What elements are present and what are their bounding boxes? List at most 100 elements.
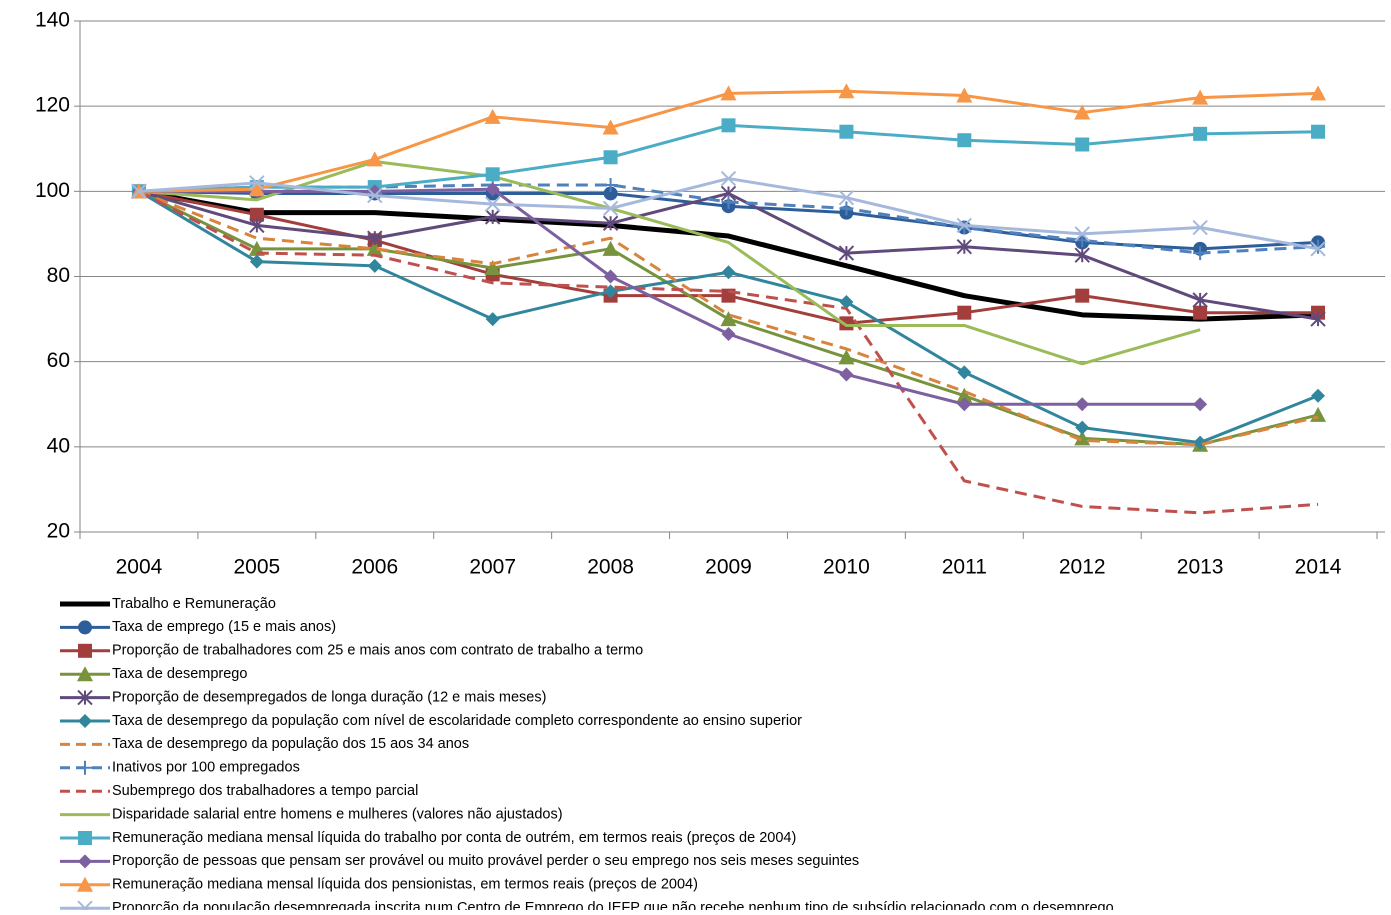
series (131, 118, 1326, 199)
x-tick-label: 2012 (1059, 556, 1106, 579)
marker (1193, 435, 1208, 450)
marker (1310, 311, 1326, 327)
marker (720, 311, 737, 327)
y-tick-label: 120 (35, 94, 70, 117)
series (130, 83, 1327, 199)
marker (720, 170, 737, 187)
marker (78, 831, 92, 845)
marker (721, 194, 736, 209)
marker (602, 200, 619, 217)
marker (957, 365, 972, 380)
x-tick-label: 2009 (705, 556, 752, 579)
y-tick-label: 40 (47, 434, 70, 457)
x-tick-label: 2004 (116, 556, 163, 579)
marker (603, 186, 618, 201)
marker (957, 133, 972, 148)
x-tick-label: 2013 (1177, 556, 1224, 579)
marker (1192, 292, 1208, 308)
marker (1311, 124, 1326, 139)
marker (1075, 420, 1090, 435)
x-tick-label: 2010 (823, 556, 870, 579)
marker (484, 209, 501, 225)
marker (956, 87, 973, 103)
marker (603, 150, 618, 165)
line (138, 190, 1319, 515)
marker (249, 217, 265, 234)
marker (77, 689, 93, 706)
marker (249, 175, 265, 191)
series (138, 160, 1201, 366)
legend-label: Remuneração mediana mensal líquida dos p… (112, 877, 698, 893)
marker (1311, 388, 1326, 403)
y-tick-label: 20 (47, 520, 70, 543)
legend-label: Subemprego dos trabalhadores a tempo par… (112, 783, 418, 799)
marker (1075, 288, 1090, 303)
marker (484, 196, 501, 212)
marker (78, 760, 92, 775)
grid: 20 40 60 80 100 120 140 2004 2005 2006 2007 2008 200… (35, 9, 1385, 579)
marker (839, 295, 854, 310)
marker (1075, 233, 1090, 248)
series (131, 183, 1326, 327)
marker (484, 259, 501, 275)
marker (78, 714, 92, 728)
marker (1310, 241, 1326, 257)
marker (78, 620, 92, 635)
marker (77, 666, 93, 682)
x-tick-label: 2006 (351, 556, 398, 579)
marker (720, 85, 737, 101)
marker (485, 182, 500, 197)
marker (602, 119, 619, 135)
marker (1074, 247, 1090, 263)
marker (839, 201, 854, 216)
marker (78, 854, 92, 869)
marker (485, 312, 500, 327)
marker (957, 305, 972, 320)
marker (603, 177, 618, 192)
marker (956, 238, 973, 255)
marker (1074, 226, 1090, 242)
legend-label: Disparidade salarial entre homens e mulh… (112, 806, 563, 822)
marker (1193, 305, 1208, 320)
marker (249, 207, 264, 222)
marker (603, 269, 618, 284)
marker (367, 187, 383, 204)
marker (366, 151, 383, 167)
marker (838, 83, 855, 99)
marker (1310, 406, 1327, 422)
marker (1193, 397, 1208, 412)
marker (484, 108, 501, 124)
marker (78, 643, 92, 658)
marker (1074, 104, 1091, 120)
y-tick-label: 60 (47, 349, 70, 372)
marker (1074, 430, 1091, 446)
marker (367, 230, 383, 246)
legend-label: Taxa de desemprego (112, 666, 247, 682)
marker (485, 167, 500, 182)
marker (1310, 85, 1327, 101)
line (138, 187, 1201, 406)
plot-area (130, 83, 1327, 515)
marker (957, 220, 972, 235)
y-tick-label: 100 (35, 179, 70, 202)
legend-label: Inativos por 100 empregados (112, 760, 300, 776)
series (138, 188, 1319, 322)
marker (838, 245, 855, 261)
x-tick-label: 2014 (1295, 556, 1342, 579)
marker (77, 876, 93, 892)
marker (839, 367, 854, 382)
line (138, 160, 1201, 366)
legend-label: Taxa de desemprego da população com níve… (112, 713, 802, 729)
legend-label: Proporção da população desempregada insc… (112, 900, 1114, 910)
marker (602, 215, 619, 231)
marker (1193, 126, 1208, 141)
marker (131, 183, 147, 200)
marker (721, 118, 736, 133)
marker (248, 181, 265, 197)
marker (1192, 219, 1208, 236)
x-tick-label: 2011 (942, 556, 987, 579)
legend-label: Proporção de trabalhadores com 25 e mais… (112, 643, 643, 659)
legend-label: Taxa de desemprego da população dos 15 a… (112, 736, 469, 752)
series (131, 184, 1326, 450)
